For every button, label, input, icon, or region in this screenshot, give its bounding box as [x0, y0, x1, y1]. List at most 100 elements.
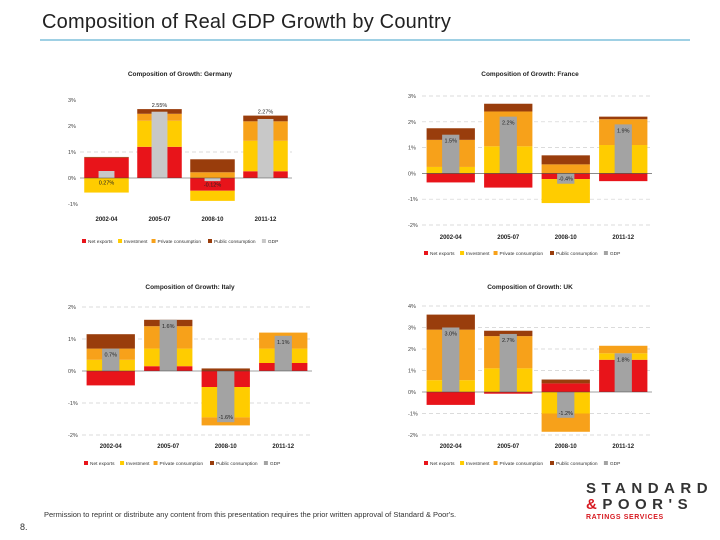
data-label: 2.27%	[258, 110, 274, 116]
data-label: -0.4%	[559, 177, 573, 183]
legend-swatch	[84, 461, 88, 465]
bar-segment-public-consumption	[426, 128, 475, 140]
bar-segment-private-consumption	[190, 172, 235, 178]
category-label: 2002-04	[100, 444, 123, 450]
legend-swatch	[493, 461, 498, 465]
bar-segment-net-exports	[426, 173, 475, 183]
y-tick-label: 2%	[68, 305, 76, 311]
permission-footer: Permission to reprint or distribute any …	[44, 510, 457, 519]
bar-gdp	[557, 173, 575, 184]
bar-segment-net-exports	[426, 392, 475, 405]
bar-segment-private-consumption	[541, 164, 590, 174]
legend-swatch	[424, 461, 428, 465]
bar-gdp	[442, 134, 460, 174]
category-label: 2011-12	[612, 444, 634, 450]
bar-segment-public-consumption	[201, 368, 250, 371]
legend-label: Investment	[466, 251, 490, 257]
bar-gdp	[102, 348, 120, 371]
y-tick-label: 3%	[408, 326, 416, 332]
bar-segment-net-exports	[599, 173, 648, 182]
category-label: 2005-07	[157, 444, 180, 450]
legend-label: Public consumption	[214, 239, 256, 245]
category-label: 2008-10	[215, 444, 238, 450]
legend-label: Net exports	[88, 239, 113, 245]
bar-segment-public-consumption	[243, 115, 288, 122]
category-label: 2005-07	[497, 235, 520, 241]
legend-label: Public consumption	[556, 461, 598, 467]
bar-segment-public-consumption	[137, 109, 182, 114]
legend-swatch	[493, 251, 498, 255]
y-tick-label: 4%	[408, 304, 416, 310]
category-label: 2002-04	[95, 217, 118, 223]
data-label: 1.9%	[617, 128, 630, 134]
bar-segment-public-consumption	[426, 314, 475, 330]
data-label: 1.5%	[444, 139, 457, 145]
bar-gdp	[217, 371, 235, 423]
data-label: 1.8%	[617, 357, 630, 363]
legend-label: Investment	[466, 461, 490, 467]
y-tick-label: 1%	[68, 337, 76, 343]
bar-segment-public-consumption	[599, 116, 648, 120]
data-label: 2.55%	[152, 103, 168, 109]
bar-segment-investment	[190, 190, 235, 201]
logo-ampersand: &	[586, 496, 603, 513]
category-label: 2011-12	[612, 235, 634, 241]
bar-gdp	[614, 124, 632, 174]
data-label: -1.6%	[219, 415, 233, 421]
chart-france: Composition of Growth: France 3% 2% 1% 0% -1%…	[408, 71, 652, 257]
bar-segment-net-exports	[541, 383, 590, 392]
legend-swatch	[460, 461, 465, 465]
bar-segment-private-consumption	[599, 345, 648, 354]
y-tick-label: -1%	[408, 412, 418, 418]
title-divider	[40, 39, 690, 41]
legend-label: Public consumption	[556, 251, 598, 257]
legend-swatch	[151, 239, 156, 243]
data-label: 2.7%	[502, 338, 515, 344]
bar-gdp	[614, 353, 632, 392]
chart-uk: Composition of Growth: UK 4% 3% 2% 1% 0% -1% -2…	[408, 284, 652, 467]
bar-segment-net-exports	[84, 157, 129, 178]
legend-label: Net exports	[430, 251, 455, 257]
category-label: 2008-10	[555, 444, 578, 450]
legend-label: Investment	[124, 239, 148, 245]
y-tick-label: 0%	[408, 171, 416, 177]
bar-segment-investment	[84, 178, 129, 193]
y-tick-label: -1%	[68, 401, 78, 407]
legend-swatch	[424, 251, 428, 255]
chart-germany: Composition of Growth: Germany 3% 2% 1% 0% -1…	[68, 71, 292, 245]
bar-gdp	[499, 333, 517, 392]
sp-ratings-logo: STANDARD &POOR'S RATINGS SERVICES	[586, 481, 708, 522]
legend-swatch	[263, 461, 268, 465]
legend-label: Private consumption	[160, 461, 204, 467]
chart-title: Composition of Growth: UK	[487, 284, 573, 291]
y-tick-label: 3%	[408, 94, 416, 100]
legend-label: Private consumption	[500, 251, 544, 257]
category-label: 2011-12	[255, 217, 277, 223]
legend-swatch	[82, 239, 86, 243]
legend-label: Investment	[126, 461, 150, 467]
legend-swatch	[603, 251, 608, 255]
y-tick-label: 3%	[68, 98, 76, 104]
category-label: 2005-07	[497, 444, 520, 450]
y-tick-label: 2%	[408, 120, 416, 126]
legend-label: GDP	[610, 251, 620, 257]
y-tick-label: 2%	[408, 347, 416, 353]
y-tick-label: 0%	[408, 390, 416, 396]
bar-segment-public-consumption	[84, 156, 129, 158]
legend-label: GDP	[270, 461, 280, 467]
data-label: 2.2%	[502, 121, 515, 127]
bar-gdp	[98, 170, 115, 178]
bar-gdp	[499, 116, 517, 174]
legend-label: Net exports	[430, 461, 455, 467]
bar-gdp	[274, 335, 292, 371]
bar-segment-net-exports	[484, 173, 533, 188]
chart-title: Composition of Growth: Germany	[128, 71, 233, 78]
bar-gdp	[557, 392, 575, 418]
y-tick-label: -2%	[408, 223, 418, 229]
page-number: 8.	[20, 522, 28, 532]
data-label: 0.7%	[104, 353, 117, 359]
bar-gdp	[257, 118, 274, 178]
legend-swatch	[550, 461, 554, 465]
y-tick-label: 0%	[68, 369, 76, 375]
bar-segment-public-consumption	[541, 155, 590, 165]
